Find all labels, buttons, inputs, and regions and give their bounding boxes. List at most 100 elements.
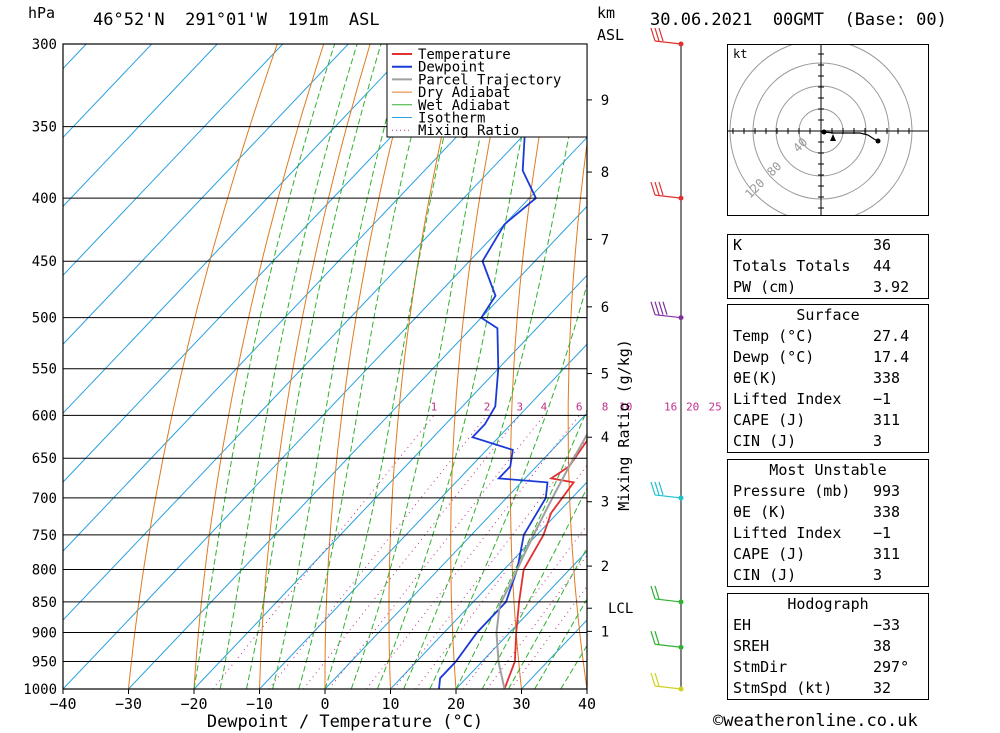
table-row: θE (K) 338 — [728, 502, 928, 523]
wind-barb — [650, 181, 684, 201]
isotherm-line — [128, 205, 587, 689]
pressure-tick-label: 700 — [32, 491, 57, 507]
wind-barb — [650, 301, 684, 321]
table-row-label: Lifted Index — [733, 524, 842, 542]
km-tick-label: 4 — [601, 430, 609, 446]
table-row: Dewp (°C) 17.4 — [728, 347, 928, 368]
pressure-tick-label: 800 — [32, 562, 57, 578]
table-row-label: Lifted Index — [733, 390, 842, 408]
pressure-tick-label: 1000 — [23, 682, 57, 698]
wind-barb-flag — [654, 181, 660, 196]
table-row: Pressure (mb) 993 — [728, 481, 928, 502]
table-row-value: 993 — [873, 482, 901, 500]
mixing-ratio-line — [303, 414, 521, 689]
wind-barb-flag — [650, 181, 656, 196]
temp-tick-label: −40 — [49, 695, 76, 713]
wet-adiabat-line — [350, 44, 502, 689]
table-row: StmDir 297° — [728, 657, 928, 678]
isotherm-line — [324, 412, 587, 689]
table-row-label: θE(K) — [733, 369, 779, 387]
hodograph-start-dot — [821, 129, 827, 135]
wet-adiabat-line — [455, 408, 587, 689]
table-row-label: StmDir — [733, 658, 788, 676]
temp-tick-label: 0 — [320, 695, 329, 713]
table-row-value: 297° — [873, 658, 910, 676]
mixing-ratio-label: 25 — [709, 400, 722, 413]
table-row: CIN (J) 3 — [728, 431, 928, 452]
lcl-label: LCL — [608, 601, 633, 617]
wet-adiabat-line — [298, 44, 436, 689]
table-row: SREH 38 — [728, 636, 928, 657]
table-row: θE(K) 338 — [728, 368, 928, 389]
km-tick-label: 1 — [601, 624, 609, 640]
location-label: 46°52'N 291°01'W 191m ASL — [93, 10, 380, 30]
table-row: Temp (°C) 27.4 — [728, 326, 928, 347]
height-unit-sub-label: ASL — [597, 26, 625, 44]
legend-entry: Parcel Trajectory — [418, 72, 561, 88]
table-row-label: CAPE (J) — [733, 411, 806, 429]
wind-barb-flag — [650, 672, 656, 687]
isotherm-line — [63, 44, 153, 139]
pressure-tick-label: 650 — [32, 451, 57, 467]
mixing-ratio-label: 10 — [619, 400, 632, 413]
km-tick-label: 3 — [601, 495, 609, 511]
wind-barb-shaft — [654, 314, 682, 319]
isotherm-line — [259, 343, 587, 689]
hodograph-table: Hodograph EH −33 SREH 38 StmDir 297° StmSpd (kt… — [727, 593, 929, 700]
hodograph-panel: kt 40 80 120 — [727, 39, 929, 223]
most-unstable-table: Most Unstable Pressure (mb) 993 θE (K) 338 Li… — [727, 459, 929, 587]
mixing-ratio-axis-label: Mixing Ratio (g/kg) — [615, 339, 633, 511]
wind-barb-shaft — [654, 598, 682, 603]
isotherm-line — [63, 136, 587, 689]
table-row-label: StmSpd (kt) — [733, 679, 833, 697]
wet-adiabat-line — [429, 282, 587, 689]
mixing-ratio-label: 2 — [484, 400, 491, 413]
mixing-ratio-label: 8 — [602, 400, 609, 413]
wind-barb-shaft — [654, 194, 682, 199]
mixing-ratio-label: 4 — [541, 400, 548, 413]
wind-barb — [650, 481, 684, 501]
isotherm-line — [63, 44, 480, 483]
storm-motion-marker — [830, 134, 836, 141]
mixing-ratio-label: 3 — [517, 400, 524, 413]
table-row: EH −33 — [728, 615, 928, 636]
wind-barb-flag — [654, 672, 660, 687]
wind-barb — [650, 585, 684, 605]
pressure-tick-label: 750 — [32, 528, 57, 544]
pressure-tick-label: 900 — [32, 626, 57, 642]
table-row-label: SREH — [733, 637, 770, 655]
mixing-ratio-line — [393, 437, 587, 689]
table-row-value: −33 — [873, 616, 901, 634]
wind-barb-flag — [654, 631, 660, 645]
table-row-value: 36 — [873, 236, 892, 254]
temp-tick-label: −30 — [115, 695, 142, 713]
mixing-ratio-label: 20 — [686, 400, 699, 413]
table-row-label: K — [733, 236, 743, 254]
datetime-label: 30.06.2021 00GMT (Base: 00) — [650, 10, 947, 30]
legend-entry: Isotherm — [418, 111, 485, 127]
pressure-tick-label: 600 — [32, 408, 57, 424]
table-row: CAPE (J) 311 — [728, 410, 928, 431]
table-row-value: 3 — [873, 566, 883, 584]
dry-adiabat-line — [567, 140, 587, 689]
table-row-value: 17.4 — [873, 348, 910, 366]
table-row-value: −1 — [873, 390, 892, 408]
mixing-ratio-label: 6 — [576, 400, 583, 413]
table-row: StmSpd (kt) 32 — [728, 678, 928, 699]
copyright-label: ©weatheronline.co.uk — [713, 711, 918, 731]
table-row-value: 338 — [873, 503, 901, 521]
table-row-value: 338 — [873, 369, 901, 387]
mixing-ratio-line — [366, 414, 580, 689]
table-row: PW (cm) 3.92 — [728, 277, 928, 298]
series-line-parcel-trajectory — [495, 432, 587, 689]
wind-barb-flag — [654, 585, 660, 600]
table-row-label: Totals Totals — [733, 257, 851, 275]
table-row-label: θE (K) — [733, 503, 788, 521]
wind-barb-flag — [650, 481, 656, 496]
pressure-tick-label: 300 — [32, 37, 57, 53]
dry-adiabat-line — [324, 44, 418, 689]
wet-adiabat-line — [245, 44, 382, 689]
